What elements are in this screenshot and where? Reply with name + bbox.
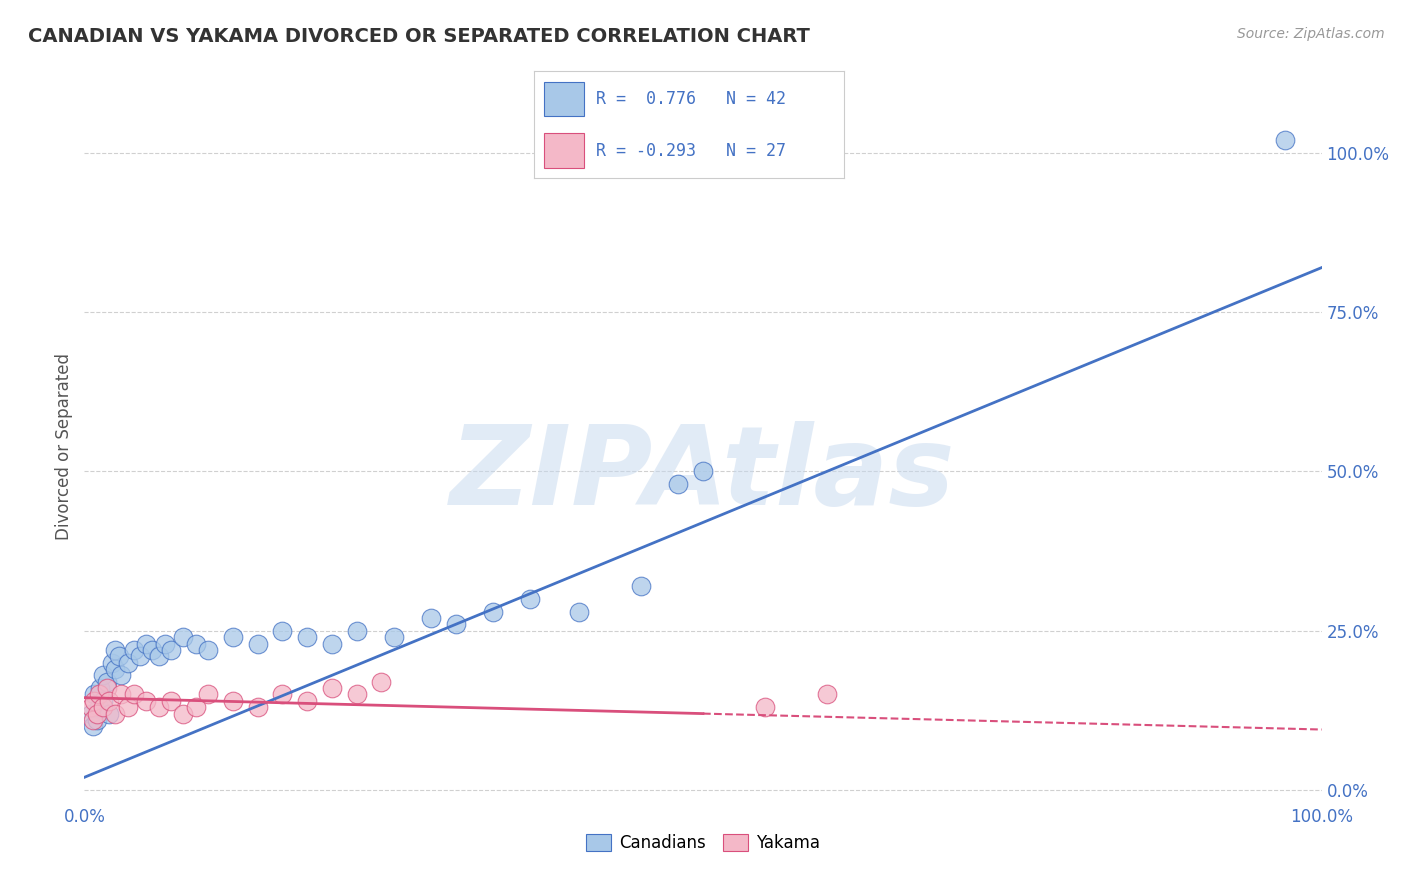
- Point: [122, 643, 145, 657]
- Point: [83, 688, 105, 702]
- Point: [271, 624, 294, 638]
- Point: [160, 643, 183, 657]
- Point: [370, 674, 392, 689]
- Point: [246, 636, 269, 650]
- Point: [444, 617, 467, 632]
- Point: [122, 688, 145, 702]
- Point: [110, 668, 132, 682]
- Point: [104, 706, 127, 721]
- Point: [222, 694, 245, 708]
- Point: [79, 700, 101, 714]
- Point: [148, 649, 170, 664]
- Point: [184, 636, 207, 650]
- Point: [89, 688, 111, 702]
- Point: [246, 700, 269, 714]
- Point: [382, 630, 405, 644]
- Point: [160, 694, 183, 708]
- Text: ZIPAtlas: ZIPAtlas: [450, 421, 956, 528]
- Point: [295, 630, 318, 644]
- Point: [815, 688, 838, 702]
- Point: [79, 706, 101, 721]
- Point: [129, 649, 152, 664]
- Point: [98, 706, 121, 721]
- Point: [89, 681, 111, 695]
- Bar: [544, 134, 583, 168]
- Point: [630, 579, 652, 593]
- Point: [135, 694, 157, 708]
- Legend: Canadians, Yakama: Canadians, Yakama: [579, 827, 827, 859]
- Point: [96, 674, 118, 689]
- Point: [172, 706, 194, 721]
- Point: [83, 694, 105, 708]
- Point: [295, 694, 318, 708]
- Point: [172, 630, 194, 644]
- Point: [110, 688, 132, 702]
- Point: [91, 668, 114, 682]
- Point: [108, 649, 131, 664]
- Text: R = -0.293   N = 27: R = -0.293 N = 27: [596, 142, 786, 160]
- Point: [271, 688, 294, 702]
- Point: [117, 700, 139, 714]
- Point: [346, 688, 368, 702]
- Point: [91, 694, 114, 708]
- Point: [321, 681, 343, 695]
- Point: [321, 636, 343, 650]
- Point: [82, 713, 104, 727]
- Point: [86, 713, 108, 727]
- Point: [141, 643, 163, 657]
- Point: [754, 700, 776, 714]
- Point: [197, 643, 219, 657]
- Point: [692, 465, 714, 479]
- Point: [148, 700, 170, 714]
- Point: [98, 694, 121, 708]
- Y-axis label: Divorced or Separated: Divorced or Separated: [55, 352, 73, 540]
- Point: [96, 681, 118, 695]
- Point: [91, 700, 114, 714]
- Point: [153, 636, 176, 650]
- Point: [519, 591, 541, 606]
- Point: [104, 662, 127, 676]
- Point: [135, 636, 157, 650]
- Point: [82, 719, 104, 733]
- Point: [117, 656, 139, 670]
- Text: CANADIAN VS YAKAMA DIVORCED OR SEPARATED CORRELATION CHART: CANADIAN VS YAKAMA DIVORCED OR SEPARATED…: [28, 27, 810, 45]
- Bar: [544, 82, 583, 116]
- Text: R =  0.776   N = 42: R = 0.776 N = 42: [596, 90, 786, 108]
- Point: [104, 643, 127, 657]
- Point: [481, 605, 503, 619]
- Text: Source: ZipAtlas.com: Source: ZipAtlas.com: [1237, 27, 1385, 41]
- Point: [86, 706, 108, 721]
- Point: [666, 477, 689, 491]
- Point: [184, 700, 207, 714]
- Point: [1274, 133, 1296, 147]
- Point: [100, 656, 122, 670]
- Point: [197, 688, 219, 702]
- Point: [222, 630, 245, 644]
- Point: [346, 624, 368, 638]
- Point: [419, 611, 441, 625]
- Point: [89, 700, 111, 714]
- Point: [568, 605, 591, 619]
